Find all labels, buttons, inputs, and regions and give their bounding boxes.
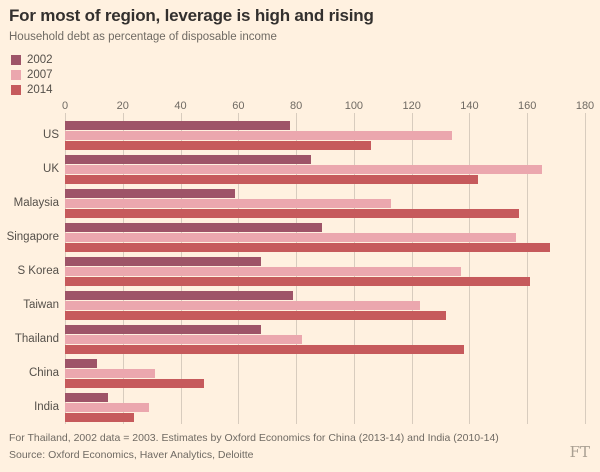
category-label: India [34, 401, 59, 413]
gridline [527, 113, 529, 424]
x-tick-label: 160 [518, 100, 537, 112]
chart-row-taiwan [65, 288, 585, 322]
bar-taiwan-2007 [65, 300, 421, 310]
chart-row-thailand [65, 322, 585, 356]
chart-row-china [65, 356, 585, 390]
category-label: China [28, 367, 59, 379]
bar-us-2002 [65, 120, 291, 130]
chart-footnote: For Thailand, 2002 data = 2003. Estimate… [9, 432, 499, 444]
legend-swatch-2002 [11, 54, 21, 65]
bar-s-korea-2014 [65, 276, 531, 286]
x-tick-label: 40 [174, 100, 187, 112]
ft-logo: FT [569, 443, 590, 461]
bar-india-2007 [65, 402, 149, 412]
bar-s-korea-2007 [65, 266, 461, 276]
bar-us-2014 [65, 140, 372, 150]
bar-s-korea-2002 [65, 256, 262, 266]
chart-source: Source: Oxford Economics, Haver Analytic… [9, 449, 254, 461]
legend-item-2002: 2002 [11, 52, 53, 67]
page-title: For most of region, leverage is high and… [9, 6, 374, 25]
bar-china-2014 [65, 378, 204, 388]
x-tick-label: 60 [232, 100, 245, 112]
legend-label: 2002 [27, 53, 53, 66]
bar-india-2014 [65, 412, 135, 422]
x-tick-label: 20 [116, 100, 129, 112]
bar-thailand-2007 [65, 334, 302, 344]
legend-swatch-2007 [11, 69, 21, 80]
bar-malaysia-2002 [65, 188, 236, 198]
bar-malaysia-2014 [65, 208, 519, 218]
plot-area [65, 113, 586, 424]
bar-singapore-2002 [65, 222, 323, 232]
chart-rows [65, 118, 585, 424]
bar-taiwan-2014 [65, 310, 447, 320]
category-label: Malaysia [13, 197, 59, 209]
gridline [469, 113, 471, 424]
legend-swatch-2014 [11, 84, 21, 95]
legend-item-2007: 2007 [11, 67, 53, 82]
chart-row-india [65, 390, 585, 424]
x-tick-label: 120 [402, 100, 421, 112]
category-label: UK [43, 163, 59, 175]
x-tick-label: 80 [289, 100, 303, 112]
chart-row-singapore [65, 220, 585, 254]
gridline [585, 113, 586, 424]
page-subtitle: Household debt as percentage of disposab… [9, 31, 277, 43]
bar-uk-2007 [65, 164, 542, 174]
x-tick-label: 0 [61, 100, 69, 112]
chart-legend: 2002 2007 2014 [11, 52, 53, 97]
bar-taiwan-2002 [65, 290, 294, 300]
chart-row-us [65, 118, 585, 152]
bar-malaysia-2007 [65, 198, 392, 208]
chart-row-malaysia [65, 186, 585, 220]
category-label: Taiwan [23, 299, 59, 311]
x-tick-label: 180 [575, 100, 595, 112]
x-tick-label: 100 [344, 100, 364, 112]
category-label: S Korea [17, 265, 59, 277]
x-tick-label: 140 [460, 100, 479, 112]
bar-china-2002 [65, 358, 97, 368]
bar-singapore-2007 [65, 232, 516, 242]
legend-item-2014: 2014 [11, 82, 53, 97]
bar-singapore-2014 [65, 242, 551, 252]
category-label: Singapore [6, 231, 59, 243]
category-labels: US UK Malaysia Singapore S Korea Taiwan Thaila… [0, 118, 59, 424]
bar-thailand-2014 [65, 344, 464, 354]
chart-body: US UK Malaysia Singapore S Korea Taiwan Thaila… [0, 113, 600, 424]
bar-china-2007 [65, 368, 155, 378]
bar-uk-2002 [65, 154, 311, 164]
category-label: Thailand [14, 333, 59, 345]
legend-label: 2014 [27, 83, 53, 96]
bar-india-2002 [65, 392, 109, 402]
legend-label: 2007 [27, 68, 53, 81]
chart-row-uk [65, 152, 585, 186]
x-axis: 0 20 40 60 80 100 120 140 160 180 [61, 100, 594, 113]
category-label: US [43, 129, 59, 141]
bar-thailand-2002 [65, 324, 262, 334]
bar-us-2007 [65, 130, 453, 140]
bar-uk-2014 [65, 174, 479, 184]
chart-row-s-korea [65, 254, 585, 288]
